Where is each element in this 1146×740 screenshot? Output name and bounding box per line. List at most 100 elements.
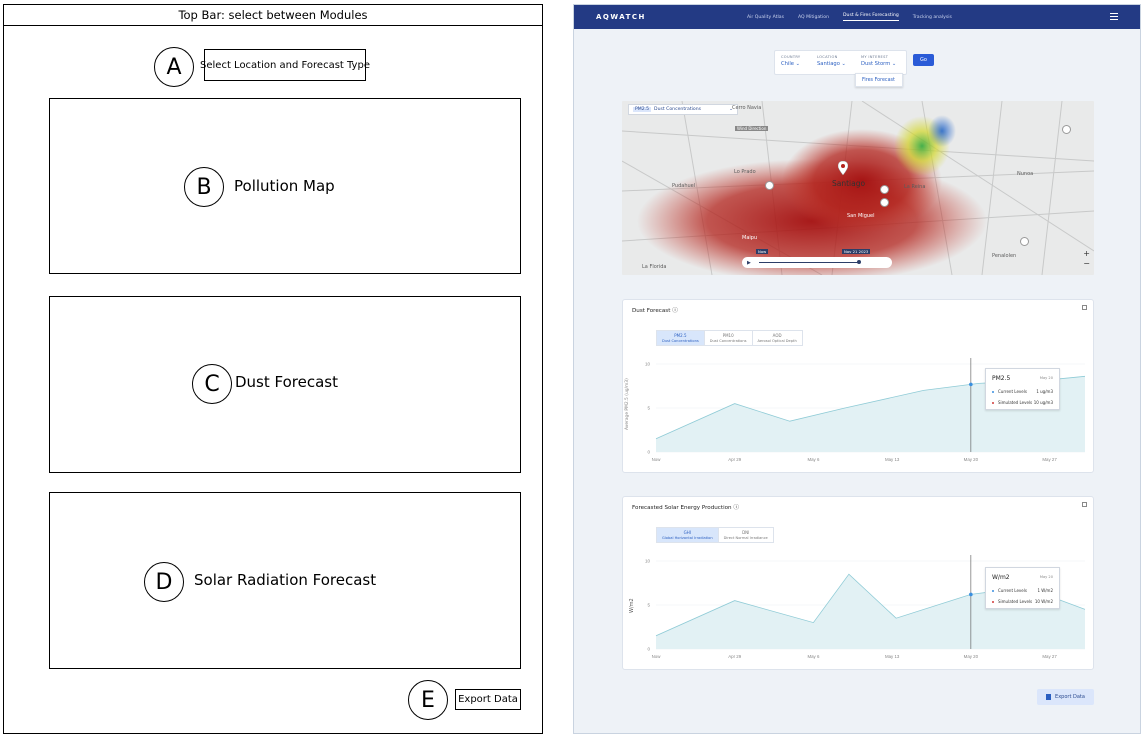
marker-d: D bbox=[144, 562, 184, 602]
location-select[interactable]: LOCATION Santiago ⌄ bbox=[817, 55, 846, 67]
wind-turbine-icon[interactable] bbox=[880, 185, 889, 194]
hamburger-menu-icon[interactable] bbox=[1110, 13, 1118, 20]
wire-label-d: Solar Radiation Forecast bbox=[194, 571, 377, 589]
nav-item-dust-fires[interactable]: Dust & Fires Forecasting bbox=[843, 13, 899, 21]
tab-dni[interactable]: DNI Direct Normal Irradiance bbox=[723, 530, 768, 540]
dust-ytick-label: 5 bbox=[647, 406, 650, 411]
solar-forecast-card: Forecasted Solar Energy Production ⓘ GHI… bbox=[622, 496, 1094, 670]
wire-box-a: Select Location and Forecast Type bbox=[200, 49, 370, 81]
dust-forecast-card: Dust Forecast ⓘ PM2.5 Dust Concentrations… bbox=[622, 299, 1094, 473]
location-selector: COUNTRY Chile ⌄ LOCATION Santiago ⌄ MY I… bbox=[774, 50, 907, 75]
solar-highlight-point bbox=[969, 592, 973, 597]
dust-forecast-title: Dust Forecast ⓘ bbox=[632, 308, 678, 314]
tooltip-sim-label: Simulated Levels bbox=[992, 599, 1032, 604]
wind-turbine-icon[interactable] bbox=[1020, 237, 1029, 246]
country-select[interactable]: COUNTRY Chile ⌄ bbox=[781, 55, 800, 67]
pollutant-chip-label: Dust Concentrations bbox=[654, 107, 702, 112]
pollutant-chip-pm: PM2.5 bbox=[633, 107, 652, 112]
expand-icon[interactable] bbox=[1082, 305, 1087, 310]
wind-turbine-icon[interactable] bbox=[1062, 125, 1071, 134]
solar-xtick-label: May 27 bbox=[1042, 654, 1057, 659]
nav-item-air-quality-atlas[interactable]: Air Quality Atlas bbox=[747, 14, 784, 20]
location-value: Santiago ⌄ bbox=[817, 61, 846, 67]
tooltip-sim-value: 10 ug/m3 bbox=[1033, 400, 1053, 405]
wireframe-panel: Top Bar: select between Modules A Select… bbox=[3, 4, 543, 734]
tooltip-current-value: 1 ug/m3 bbox=[1036, 389, 1053, 394]
export-data-button[interactable]: Export Data bbox=[1037, 689, 1094, 705]
dust-ytick-label: 10 bbox=[645, 362, 651, 367]
location-pin-icon[interactable] bbox=[838, 161, 848, 175]
map-label-la-florida: La Florida bbox=[642, 264, 667, 270]
dust-xtick-label: Now bbox=[652, 457, 662, 462]
pollutant-select[interactable]: PM2.5 Dust Concentrations ⌄ bbox=[628, 104, 738, 115]
wireframe-topbar: Top Bar: select between Modules bbox=[4, 5, 542, 26]
solar-xtick-label: May 6 bbox=[807, 654, 820, 659]
map-label-cerro-navia: Cerro Navia bbox=[732, 105, 762, 111]
solar-tooltip: W/m2 May 20 Current Levels 1 W/m2 Simula… bbox=[985, 567, 1060, 609]
map-label-penalolen: Penalolen bbox=[992, 253, 1017, 259]
go-button[interactable]: Go bbox=[913, 54, 934, 66]
timeline-handle[interactable] bbox=[857, 260, 861, 264]
solar-ytick-label: 10 bbox=[645, 559, 651, 564]
timeline-end-label: Nov 21 2023 bbox=[842, 249, 871, 254]
tooltip-title: W/m2 bbox=[992, 574, 1010, 581]
wind-turbine-icon[interactable] bbox=[880, 198, 889, 207]
timeline-track[interactable] bbox=[759, 262, 859, 263]
tooltip-sim-value: 10 W/m2 bbox=[1034, 599, 1053, 604]
interest-label: MY INTEREST bbox=[861, 55, 889, 59]
pollution-map[interactable]: PM2.5 Dust Concentrations ⌄ Wind Directi… bbox=[622, 101, 1094, 275]
app-screenshot: AQWATCH Air Quality Atlas AQ Mitigation … bbox=[573, 4, 1141, 734]
map-label-san-miguel: San Miguel bbox=[847, 213, 875, 219]
time-slider[interactable]: ▶ bbox=[742, 257, 892, 268]
dust-xtick-label: May 20 bbox=[964, 457, 979, 462]
wire-box-c bbox=[49, 296, 521, 473]
dropdown-option-fires[interactable]: Fires Forecast bbox=[855, 73, 903, 87]
tab-aod[interactable]: AOD Aerosol Optical Depth bbox=[757, 333, 797, 343]
tab-ghi[interactable]: GHI Global Horizontal Irradiation bbox=[657, 528, 719, 542]
tooltip-date: May 20 bbox=[1039, 575, 1053, 579]
file-icon bbox=[1046, 694, 1052, 700]
nav-items: Air Quality Atlas AQ Mitigation Dust & F… bbox=[747, 5, 966, 29]
dust-tabs: PM2.5 Dust Concentrations PM10 Dust Concen… bbox=[656, 330, 803, 346]
wire-box-b bbox=[49, 98, 521, 274]
dust-xtick-label: May 13 bbox=[885, 457, 900, 462]
solar-ytick-label: 0 bbox=[647, 647, 650, 652]
zoom-in-icon[interactable]: + bbox=[1083, 249, 1090, 258]
timeline-start-label: Now bbox=[756, 249, 769, 254]
map-label-lo-prado: Lo Prado bbox=[734, 169, 756, 175]
tab-pm10[interactable]: PM10 Dust Concentrations bbox=[705, 331, 753, 345]
nav-item-aq-mitigation[interactable]: AQ Mitigation bbox=[798, 14, 829, 20]
solar-forecast-title: Forecasted Solar Energy Production ⓘ bbox=[632, 505, 739, 511]
chevron-down-icon: ⌄ bbox=[729, 107, 733, 112]
play-icon[interactable]: ▶ bbox=[747, 260, 751, 266]
solar-xtick-label: Apr 29 bbox=[728, 654, 741, 659]
wire-box-e: Export Data bbox=[455, 689, 521, 710]
dust-xtick-label: May 27 bbox=[1042, 457, 1057, 462]
map-label-santiago: Santiago bbox=[832, 179, 866, 188]
tooltip-date: May 20 bbox=[1039, 376, 1053, 380]
marker-a: A bbox=[154, 47, 194, 87]
dust-tooltip: PM2.5 May 20 Current Levels 1 ug/m3 Simu… bbox=[985, 368, 1060, 410]
nav-item-tracking[interactable]: Tracking analysis bbox=[912, 14, 952, 20]
solar-tabs: GHI Global Horizontal Irradiation DNI Dire… bbox=[656, 527, 774, 543]
location-label: LOCATION bbox=[817, 55, 838, 59]
dust-xtick-label: Apr 29 bbox=[728, 457, 741, 462]
marker-b: B bbox=[184, 167, 224, 207]
zoom-out-icon[interactable]: − bbox=[1083, 259, 1090, 268]
tooltip-current-label: Current Levels bbox=[992, 389, 1027, 394]
export-data-label: Export Data bbox=[1055, 694, 1085, 700]
tooltip-current-value: 1 W/m2 bbox=[1037, 588, 1053, 593]
interest-select[interactable]: MY INTEREST Dust Storm ⌄ bbox=[861, 55, 896, 67]
app-logo[interactable]: AQWATCH bbox=[596, 13, 646, 21]
map-label-maipu: Maipu bbox=[742, 235, 758, 241]
wire-label-c: Dust Forecast bbox=[235, 373, 338, 391]
tooltip-sim-label: Simulated Levels bbox=[992, 400, 1032, 405]
wind-turbine-icon[interactable] bbox=[765, 181, 774, 190]
expand-icon[interactable] bbox=[1082, 502, 1087, 507]
solar-ylabel: W/m2 bbox=[629, 598, 635, 613]
map-label-la-reina: La Reina bbox=[904, 184, 926, 190]
marker-e: E bbox=[408, 680, 448, 720]
wind-direction-badge: Wind Direction bbox=[735, 126, 769, 131]
tab-pm25[interactable]: PM2.5 Dust Concentrations bbox=[657, 331, 705, 345]
map-label-pudahuel: Pudahuel bbox=[672, 183, 696, 189]
